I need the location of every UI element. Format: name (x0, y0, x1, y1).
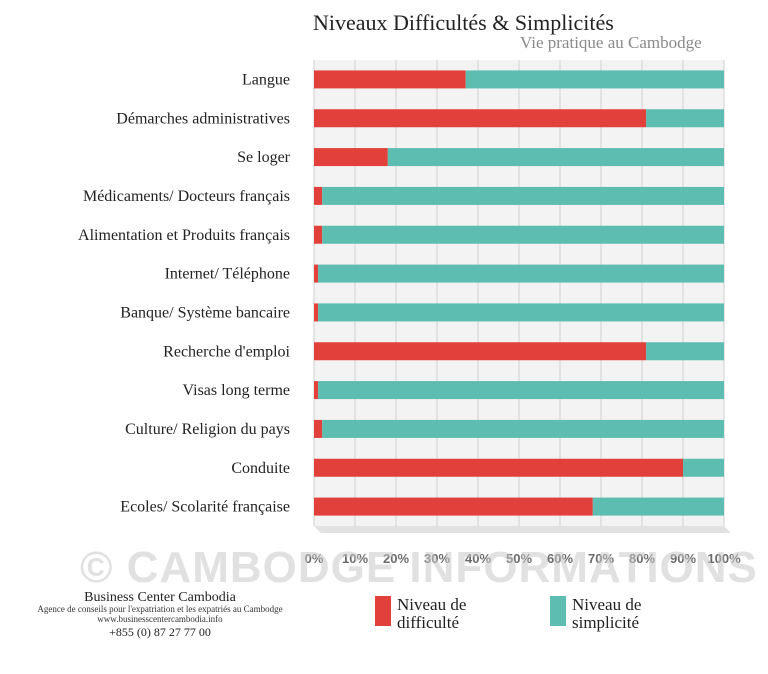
bar-difficulty (314, 497, 593, 516)
category-label: Médicaments/ Docteurs français (83, 188, 290, 205)
bar-difficulty (314, 419, 323, 438)
gridlines (313, 60, 725, 526)
x-tick-label: 10% (342, 551, 368, 566)
category-label: Internet/ Téléphone (165, 266, 290, 283)
bar-simplicity (683, 458, 724, 477)
bar-simplicity (592, 497, 724, 516)
category-label: Démarches administratives (116, 110, 290, 127)
bar-simplicity (318, 381, 724, 400)
x-tick-labels: 0% 10% 20% 30% 40% 50% 60% 70% 80% 90% 100% (305, 551, 741, 566)
bar-simplicity (465, 70, 724, 89)
bar-simplicity (322, 225, 724, 244)
category-label: Conduite (231, 460, 290, 477)
bar-difficulty (314, 381, 319, 400)
x-tick-label: 100% (707, 551, 741, 566)
legend-label-simplicity: Niveau de simplicité (572, 595, 642, 632)
x-tick-label: 20% (383, 551, 409, 566)
legend-item-simplicity: Niveau de simplicité (550, 596, 682, 632)
chart-title: Niveaux Difficultés & Simplicités (313, 10, 614, 35)
bar-difficulty (314, 109, 647, 128)
category-label: Alimentation et Produits français (78, 227, 290, 244)
x-tick-label: 70% (588, 551, 614, 566)
legend-swatch-simplicity (550, 596, 566, 626)
bar-simplicity (646, 342, 724, 361)
bar-difficulty (314, 186, 323, 205)
bar-difficulty (314, 264, 319, 283)
x-tick-label: 90% (670, 551, 696, 566)
category-label: Visas long terme (183, 382, 290, 399)
company-website: www.businesscentercambodia.info (97, 614, 223, 625)
bar-simplicity (318, 264, 724, 283)
bar-simplicity (322, 186, 724, 205)
category-label: Recherche d'emploi (163, 343, 290, 360)
bar-difficulty (314, 70, 466, 89)
bar-difficulty (314, 342, 647, 361)
category-label: Langue (242, 71, 290, 88)
legend-item-difficulty: Niveau de difficulté (375, 596, 507, 632)
x-tick-label: 60% (547, 551, 573, 566)
x-tick-label: 0% (305, 551, 324, 566)
bar-difficulty (314, 225, 323, 244)
chart-subtitle: Vie pratique au Cambodge (520, 33, 702, 52)
x-tick-label: 40% (465, 551, 491, 566)
company-phone: +855 (0) 87 27 77 00 (109, 625, 211, 640)
category-label: Culture/ Religion du pays (125, 421, 290, 438)
category-labels: Langue Démarches administratives Se loger M… (78, 71, 291, 515)
watermark: © CAMBODGE INFORMATIONS (80, 543, 758, 592)
bar-simplicity (387, 148, 724, 167)
legend-label-difficulty: Niveau de difficulté (397, 595, 467, 632)
x-tick-label: 30% (424, 551, 450, 566)
category-label: Ecoles/ Scolarité française (120, 499, 290, 516)
x-tick-label: 80% (629, 551, 655, 566)
bars (314, 70, 724, 516)
bar-simplicity (318, 303, 724, 322)
company-tagline: Agence de conseils pour l'expatriation e… (37, 604, 283, 615)
category-label: Banque/ Système bancaire (120, 304, 290, 321)
x-tick-label: 50% (506, 551, 532, 566)
bar-simplicity (322, 419, 724, 438)
bar-difficulty (314, 148, 388, 167)
bar-difficulty (314, 458, 683, 477)
category-label: Se loger (237, 149, 291, 166)
bar-simplicity (646, 109, 724, 128)
bar-difficulty (314, 303, 319, 322)
plot-floor (314, 526, 731, 533)
company-info: Business Center Cambodia Agence de conse… (30, 590, 290, 639)
legend-swatch-difficulty (375, 596, 391, 626)
company-name: Business Center Cambodia (84, 590, 236, 605)
